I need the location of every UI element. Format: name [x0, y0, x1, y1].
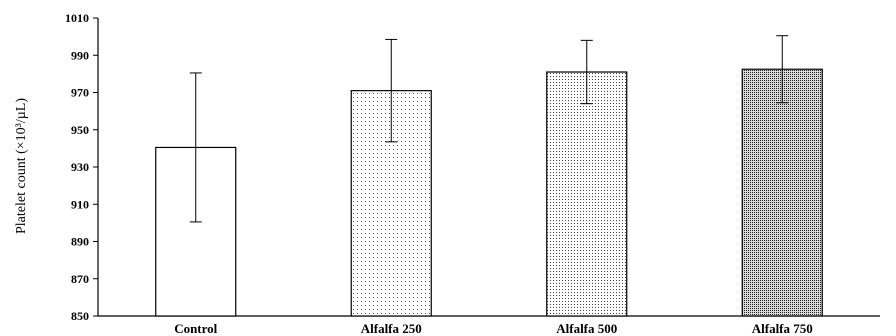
y-tick-label: 870 [71, 272, 89, 286]
y-tick-label: 1010 [65, 11, 89, 25]
y-tick-label: 970 [71, 86, 89, 100]
category-label: Control [174, 321, 217, 336]
bar [546, 71, 628, 317]
bar [741, 68, 823, 317]
y-tick-label: 890 [71, 235, 89, 249]
category-label: Alfalfa 500 [556, 321, 617, 336]
y-axis-title: Platelet count (×10³/µL) [14, 98, 29, 234]
y-tick-label: 910 [71, 197, 89, 211]
y-tick-label: 850 [71, 309, 89, 323]
y-tick-label: 990 [71, 48, 89, 62]
y-tick-label: 930 [71, 160, 89, 174]
y-tick-label: 950 [71, 123, 89, 137]
category-label: Alfalfa 250 [361, 321, 422, 336]
category-label: Alfalfa 750 [752, 321, 813, 336]
